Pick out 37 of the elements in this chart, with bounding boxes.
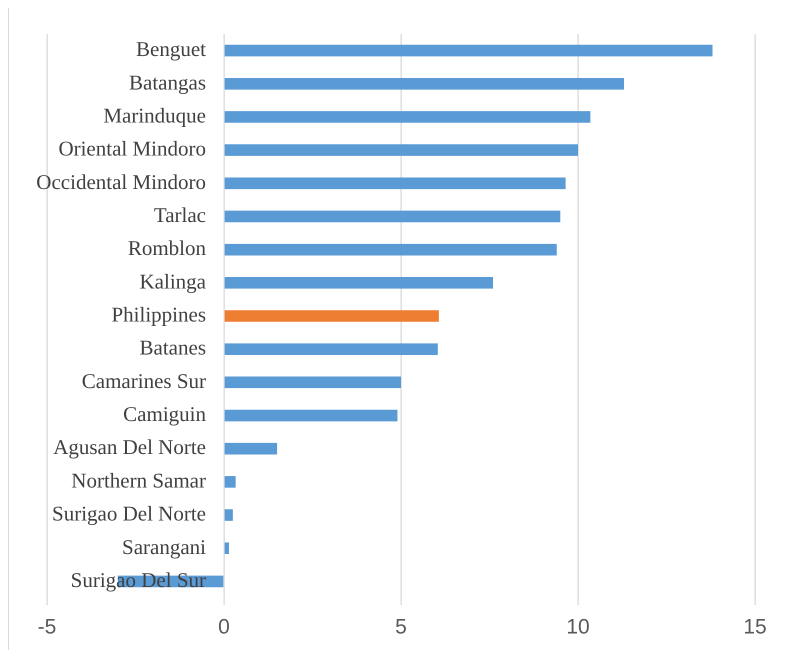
bar	[224, 144, 578, 156]
y-tick-label: Oriental Mindoro	[58, 136, 206, 161]
bar	[224, 44, 713, 56]
bar	[224, 509, 233, 521]
bar	[224, 376, 401, 388]
bar	[224, 210, 560, 222]
y-tick-label: Occidental Mindoro	[36, 170, 206, 194]
x-tick-label: 5	[395, 615, 407, 638]
bar	[224, 343, 438, 355]
bar	[224, 78, 624, 90]
y-tick-label: Batangas	[129, 70, 206, 94]
y-tick-label: Tarlac	[154, 202, 206, 227]
x-tick-label: 15	[743, 615, 767, 638]
bar	[224, 310, 439, 322]
x-tick-label: 10	[566, 615, 590, 638]
bar	[224, 111, 590, 123]
bar	[224, 542, 229, 554]
y-tick-label: Romblon	[128, 236, 206, 260]
y-tick-label: Batanes	[140, 336, 206, 360]
y-tick-label: Camiguin	[123, 402, 206, 426]
x-tick-label: 0	[218, 615, 230, 638]
bar	[224, 177, 566, 190]
bar	[224, 442, 278, 455]
bar	[224, 244, 557, 256]
y-tick-label: Sarangani	[122, 534, 206, 559]
bar	[224, 277, 494, 289]
bar	[224, 476, 236, 488]
y-tick-label: Marinduque	[103, 103, 206, 128]
bar	[224, 410, 398, 422]
y-tick-label: Philippines	[111, 302, 206, 327]
y-tick-label: Kalinga	[140, 269, 207, 294]
y-tick-label: Benguet	[136, 37, 206, 62]
x-tick-label: -5	[38, 615, 56, 638]
y-tick-label: Northern Samar	[71, 468, 206, 492]
y-tick-label: Camarines Sur	[82, 368, 206, 393]
y-tick-label: Surigao Del Norte	[52, 502, 206, 526]
y-tick-label: Agusan Del Norte	[53, 435, 206, 460]
